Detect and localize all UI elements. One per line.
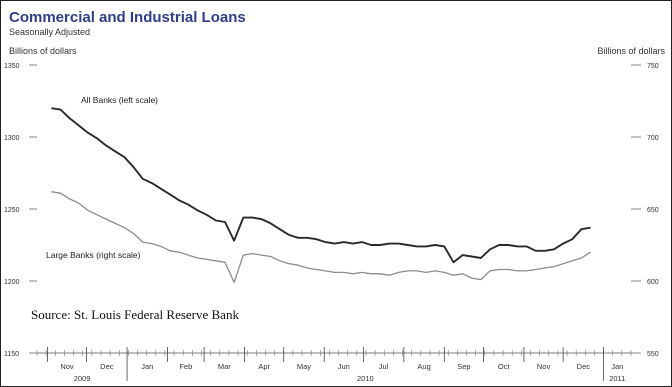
y-left-axis-label: Billions of dollars bbox=[9, 46, 77, 56]
y-left-tick-label: 1350 bbox=[4, 63, 20, 70]
x-month-label: Jan bbox=[141, 362, 153, 371]
x-month-label: Jun bbox=[338, 362, 350, 371]
y-right-axis-label: Billions of dollars bbox=[597, 46, 665, 56]
y-left-tick-label: 1150 bbox=[4, 351, 19, 358]
chart-subtitle: Seasonally Adjusted bbox=[9, 27, 90, 37]
series-labels: All Banks (left scale) Large Banks (right… bbox=[46, 95, 158, 260]
series-label-all-banks: All Banks (left scale) bbox=[81, 95, 158, 105]
y-left-tick-label: 1200 bbox=[4, 279, 20, 286]
x-month-label: Feb bbox=[179, 362, 192, 371]
y-right-tick-label: 600 bbox=[647, 279, 659, 286]
y-left-tick-label: 1250 bbox=[4, 207, 20, 214]
y-right-tick-label: 650 bbox=[647, 207, 659, 214]
series-line-large-banks bbox=[51, 191, 591, 284]
series-label-large-banks: Large Banks (right scale) bbox=[46, 250, 141, 260]
x-month-label: Sep bbox=[457, 362, 470, 371]
x-month-label: Oct bbox=[498, 362, 511, 371]
x-month-label: Dec bbox=[100, 362, 114, 371]
x-month-label: Apr bbox=[258, 362, 270, 371]
x-year-label: 2011 bbox=[609, 374, 625, 383]
chart-title: Commercial and Industrial Loans bbox=[9, 9, 246, 26]
x-month-label: Nov bbox=[60, 362, 74, 371]
x-month-label: Nov bbox=[537, 362, 551, 371]
y-right-tick-label: 700 bbox=[647, 135, 659, 142]
x-month-label: Mar bbox=[218, 362, 231, 371]
x-month-label: Dec bbox=[577, 362, 591, 371]
y-right-tick-label: 750 bbox=[647, 63, 659, 70]
x-year-label: 2010 bbox=[357, 374, 374, 383]
series-line-all-banks bbox=[51, 107, 591, 264]
x-month-label: Jan bbox=[611, 362, 623, 371]
y-left-axis: 1150 1200 1250 1300 1350 bbox=[4, 63, 37, 358]
x-axis: Nov Dec Jan Feb Mar Apr May Jun Jul Aug Sep Oct Nov D… bbox=[36, 347, 632, 383]
y-left-tick-label: 1300 bbox=[4, 135, 20, 142]
source-note: Source: St. Louis Federal Reserve Bank bbox=[31, 307, 239, 322]
x-year-label: 2009 bbox=[74, 374, 91, 383]
plot-area bbox=[51, 107, 591, 284]
x-month-label: May bbox=[297, 362, 311, 371]
x-month-label: Jul bbox=[379, 362, 389, 371]
y-right-tick-label: 550 bbox=[647, 351, 659, 358]
y-right-axis: 550 600 650 700 750 bbox=[631, 63, 659, 358]
x-month-label: Aug bbox=[417, 362, 430, 371]
